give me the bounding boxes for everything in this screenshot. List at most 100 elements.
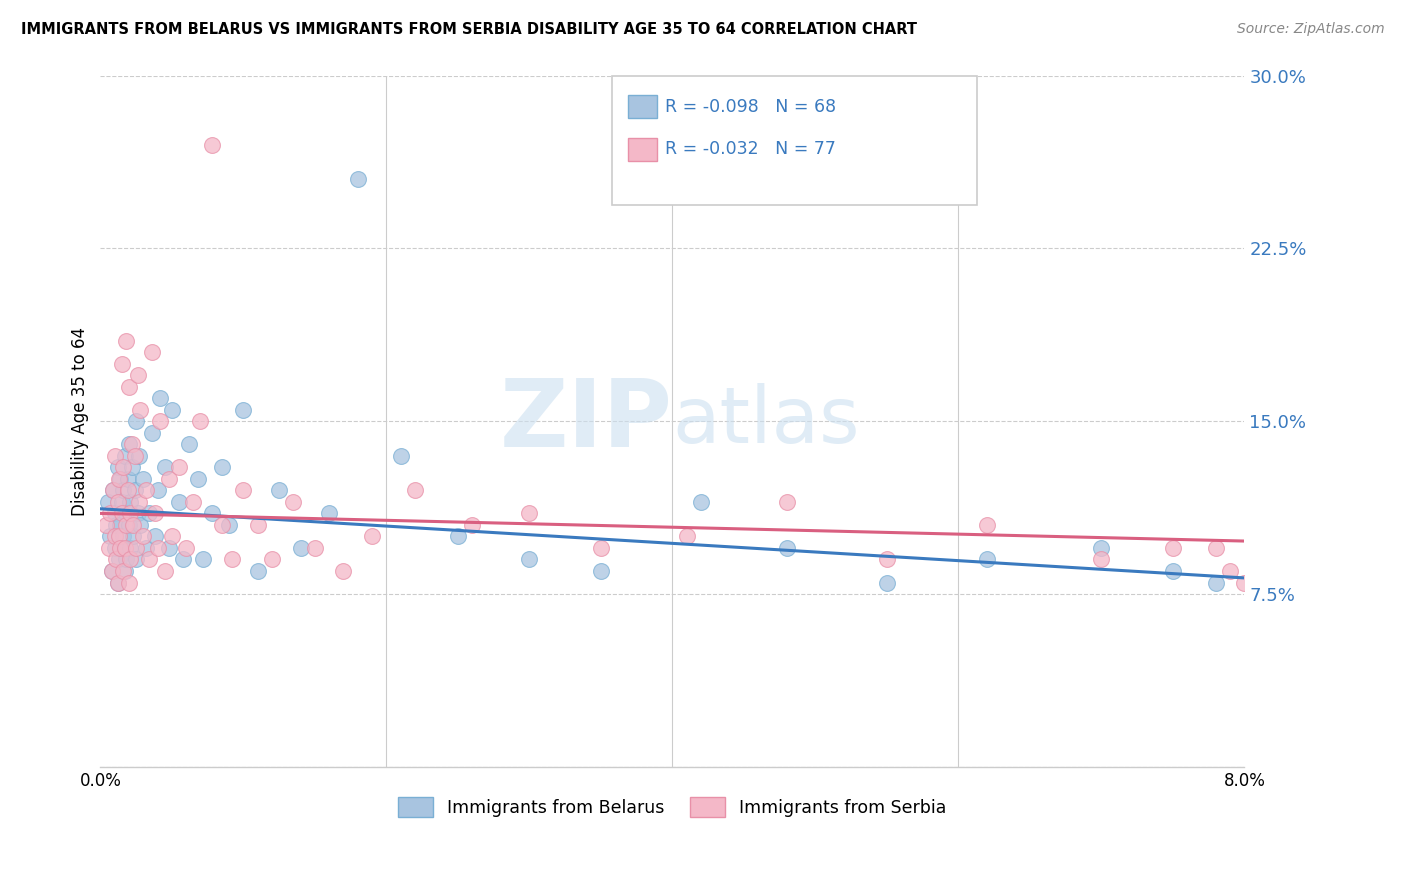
Point bbox=[108, 552, 131, 566]
Point bbox=[104, 541, 127, 555]
Point bbox=[103, 483, 125, 498]
Point bbox=[160, 402, 183, 417]
Point bbox=[115, 552, 138, 566]
Point bbox=[976, 552, 998, 566]
Point bbox=[190, 414, 212, 428]
Point bbox=[461, 517, 484, 532]
Point bbox=[193, 552, 215, 566]
Point bbox=[122, 529, 145, 543]
Point bbox=[876, 575, 898, 590]
Point bbox=[146, 483, 169, 498]
Point bbox=[101, 564, 124, 578]
Point bbox=[112, 529, 135, 543]
Text: R = -0.098   N = 68: R = -0.098 N = 68 bbox=[665, 97, 837, 116]
Point bbox=[1205, 541, 1227, 555]
Point bbox=[111, 507, 134, 521]
Point bbox=[776, 495, 799, 509]
Point bbox=[105, 552, 128, 566]
Point bbox=[120, 507, 142, 521]
Point bbox=[589, 541, 612, 555]
Point bbox=[104, 449, 127, 463]
Point bbox=[149, 414, 172, 428]
Point bbox=[98, 507, 121, 521]
Point bbox=[181, 495, 204, 509]
Point bbox=[221, 552, 243, 566]
Point bbox=[128, 449, 150, 463]
Point bbox=[141, 425, 163, 440]
Point bbox=[114, 541, 136, 555]
Point bbox=[260, 552, 283, 566]
Point bbox=[187, 472, 209, 486]
Point bbox=[104, 529, 127, 543]
Point bbox=[120, 541, 142, 555]
Point bbox=[138, 507, 160, 521]
Point bbox=[290, 541, 312, 555]
Point bbox=[120, 552, 142, 566]
Point bbox=[107, 460, 129, 475]
Text: IMMIGRANTS FROM BELARUS VS IMMIGRANTS FROM SERBIA DISABILITY AGE 35 TO 64 CORREL: IMMIGRANTS FROM BELARUS VS IMMIGRANTS FR… bbox=[21, 22, 917, 37]
Point bbox=[1319, 564, 1341, 578]
Point bbox=[246, 517, 269, 532]
Point bbox=[108, 529, 131, 543]
Point bbox=[1161, 564, 1184, 578]
Point bbox=[115, 517, 138, 532]
Point bbox=[167, 460, 190, 475]
Point bbox=[1219, 564, 1241, 578]
Point bbox=[121, 437, 143, 451]
Point bbox=[125, 552, 148, 566]
Point bbox=[157, 541, 180, 555]
Point bbox=[332, 564, 354, 578]
Point bbox=[118, 517, 141, 532]
Point bbox=[232, 402, 254, 417]
Point bbox=[129, 402, 152, 417]
Point bbox=[177, 437, 200, 451]
Point bbox=[318, 507, 340, 521]
Point bbox=[1090, 552, 1112, 566]
Point bbox=[108, 472, 131, 486]
Point bbox=[115, 334, 138, 348]
Point bbox=[94, 517, 117, 532]
Point bbox=[112, 564, 135, 578]
Point bbox=[232, 483, 254, 498]
Legend: Immigrants from Belarus, Immigrants from Serbia: Immigrants from Belarus, Immigrants from… bbox=[391, 790, 953, 824]
Point bbox=[1261, 564, 1284, 578]
Point bbox=[98, 529, 121, 543]
Point bbox=[447, 529, 470, 543]
Point bbox=[201, 507, 224, 521]
Point bbox=[143, 529, 166, 543]
Point bbox=[114, 564, 136, 578]
Point bbox=[118, 575, 141, 590]
Point bbox=[111, 541, 134, 555]
Point bbox=[1205, 575, 1227, 590]
Point bbox=[149, 391, 172, 405]
Point bbox=[127, 368, 149, 383]
Point bbox=[103, 483, 125, 498]
Point bbox=[690, 495, 713, 509]
Point bbox=[107, 575, 129, 590]
Point bbox=[304, 541, 326, 555]
Point bbox=[153, 460, 176, 475]
Point bbox=[111, 495, 134, 509]
Point bbox=[589, 564, 612, 578]
Point bbox=[1305, 645, 1327, 659]
Point bbox=[167, 495, 190, 509]
Point bbox=[107, 575, 129, 590]
Point bbox=[110, 517, 132, 532]
Text: ZIP: ZIP bbox=[499, 376, 672, 467]
Point bbox=[127, 507, 149, 521]
Point bbox=[138, 552, 160, 566]
Y-axis label: Disability Age 35 to 64: Disability Age 35 to 64 bbox=[72, 326, 89, 516]
Point bbox=[172, 552, 194, 566]
Point bbox=[121, 460, 143, 475]
Point bbox=[1326, 552, 1348, 566]
Point bbox=[128, 495, 150, 509]
Point bbox=[246, 564, 269, 578]
Point bbox=[112, 483, 135, 498]
Point bbox=[404, 483, 426, 498]
Point bbox=[124, 449, 146, 463]
Point bbox=[117, 483, 139, 498]
Point bbox=[96, 495, 118, 509]
Point bbox=[132, 529, 155, 543]
Point bbox=[1277, 552, 1299, 566]
Point bbox=[118, 379, 141, 393]
